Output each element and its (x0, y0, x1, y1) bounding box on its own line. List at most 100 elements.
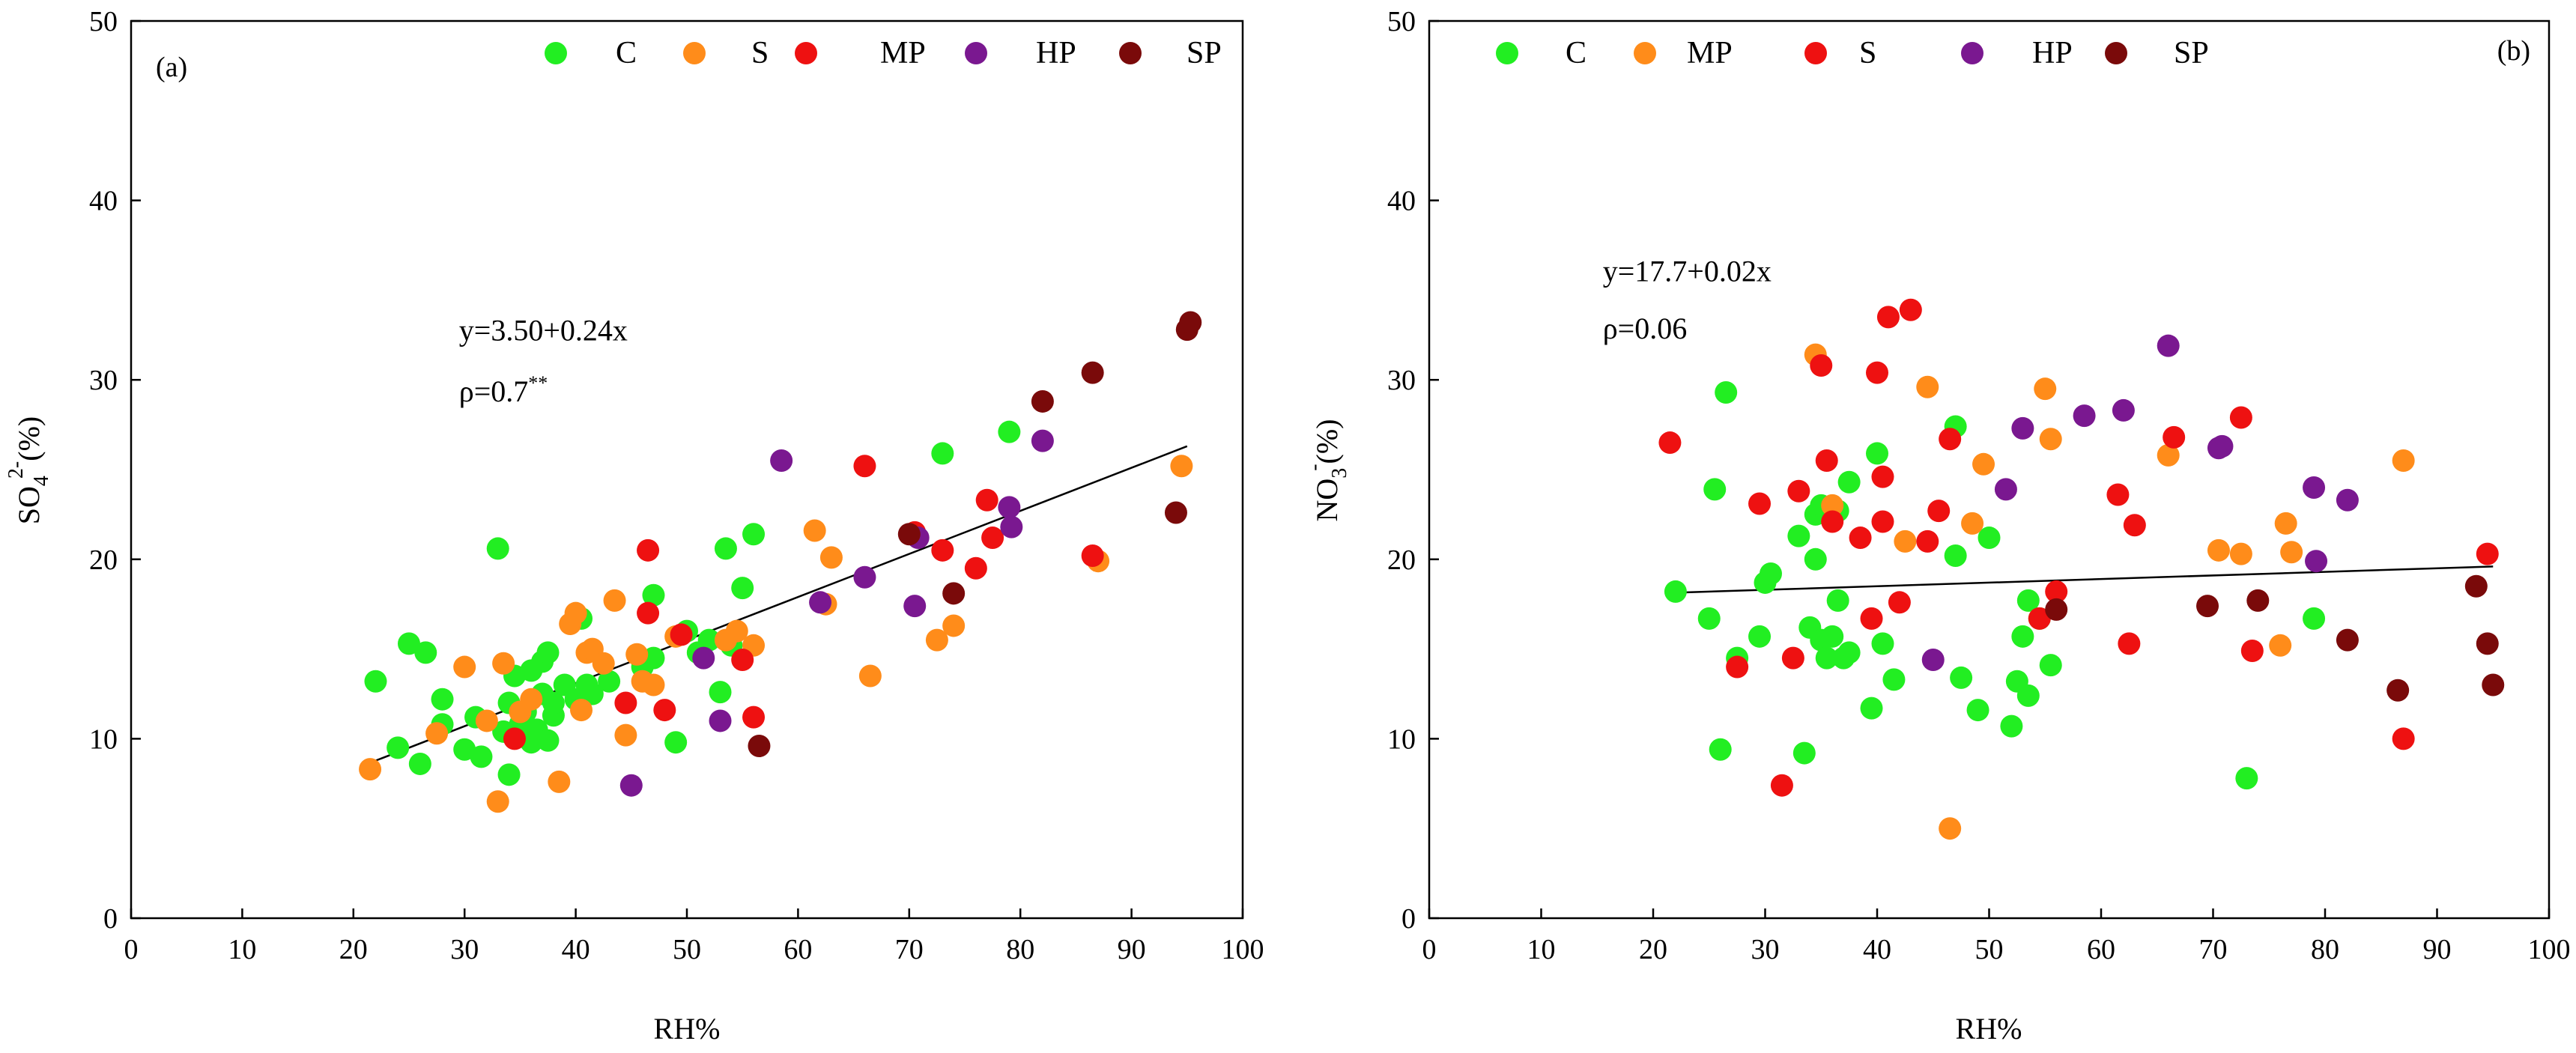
data-point-s (1972, 452, 1995, 476)
data-point-mp (1815, 449, 1838, 473)
data-point-s (570, 699, 593, 722)
y-axis-title-a-sup: 2- (4, 461, 28, 479)
data-point-sp (2336, 628, 2359, 652)
data-point-c (2016, 589, 2040, 612)
x-tick-label: 90 (1118, 934, 1146, 965)
data-point-mp (1866, 361, 1888, 384)
y-tick-label: 20 (89, 544, 118, 576)
data-point-mp (2123, 514, 2146, 537)
data-point-sp (2482, 673, 2505, 697)
data-point-c (470, 745, 493, 768)
data-point-hp (692, 646, 715, 670)
data-point-c (664, 731, 688, 754)
legend-label-sp: SP (1187, 36, 1222, 70)
data-point-s (453, 655, 476, 679)
data-point-hp (619, 774, 643, 797)
data-point-hp (1031, 429, 1054, 452)
data-point-c (1815, 646, 1838, 670)
data-point-c (731, 577, 754, 600)
data-point-sp (748, 734, 771, 757)
legend-marker-hp (1961, 42, 1983, 64)
data-point-s (942, 614, 966, 637)
data-point-c (1703, 478, 1727, 501)
data-point-c (1882, 668, 1906, 691)
x-tick-label: 40 (562, 934, 590, 965)
legend-marker-hp (965, 42, 987, 64)
legend-b: C MP S HP SP (1496, 36, 2209, 70)
x-tick-label: 50 (673, 934, 701, 965)
x-tick-label: 70 (895, 934, 924, 965)
panel-label-a: (a) (156, 52, 187, 83)
data-point-hp (770, 449, 793, 473)
data-point-mp (1871, 465, 1894, 488)
data-point-mp (2163, 425, 2186, 449)
data-point-hp (998, 496, 1021, 519)
data-point-c (364, 670, 387, 693)
data-point-mp (853, 455, 876, 478)
legend-marker-s (1804, 42, 1827, 64)
data-point-s (2229, 542, 2252, 565)
rho-value-b: ρ=0.06 (1603, 312, 1688, 345)
data-point-c (431, 688, 454, 711)
data-point-sp (897, 523, 921, 546)
y-axis-title-a-sub: 4 (30, 476, 53, 486)
data-point-c (697, 628, 721, 652)
data-point-sp (2246, 589, 2270, 612)
x-tick-label: 60 (2087, 934, 2115, 965)
y-axis-title-b: NO3-(%) (1303, 419, 1351, 521)
data-point-s (2269, 634, 2292, 657)
data-point-mp (1658, 431, 1682, 455)
data-point-c (1866, 442, 1888, 465)
equation-b: y=17.7+0.02x (1603, 254, 1772, 288)
x-axis-title-b: RH% (1956, 1012, 2022, 1046)
y-tick-label: 10 (1387, 723, 1416, 755)
data-point-sp (1031, 389, 1054, 413)
panel-b: 0 10 20 30 40 50 60 70 80 90 100 0 10 20 30 40 50 (b) C M… (1303, 6, 2571, 1046)
legend-label-c: C (616, 36, 637, 70)
annotation-b: y=17.7+0.02x ρ=0.06 (1603, 254, 1772, 345)
y-tick-label: 30 (1387, 365, 1416, 396)
x-tick-label: 30 (1751, 934, 1780, 965)
data-point-sp (2386, 679, 2410, 702)
data-point-hp (1921, 648, 1945, 671)
data-point-c (1759, 562, 1782, 585)
data-point-s (858, 664, 882, 688)
data-point-s (625, 643, 649, 666)
legend-marker-mp (795, 42, 817, 64)
data-point-s (2207, 538, 2230, 562)
data-point-hp (809, 591, 832, 614)
data-point-mp (2118, 632, 2141, 655)
data-point-mp (503, 727, 526, 750)
legend-label-hp: HP (2032, 36, 2073, 70)
data-point-s (614, 723, 637, 747)
data-point-s (492, 652, 515, 675)
x-tick-label: 80 (1006, 934, 1034, 965)
data-point-sp (2196, 595, 2219, 618)
data-point-hp (709, 709, 732, 732)
y-tick-label: 20 (1387, 544, 1416, 576)
regression-b (1675, 565, 2494, 594)
legend-marker-c (1496, 42, 1518, 64)
data-point-c (1748, 625, 1772, 648)
legend-marker-s (683, 42, 706, 64)
data-point-c (581, 682, 604, 705)
data-point-c (1821, 625, 1844, 648)
data-point-c (1715, 380, 1738, 404)
data-point-mp (1726, 655, 1749, 679)
data-point-c (408, 752, 431, 775)
data-point-mp (1821, 510, 1844, 533)
data-point-c (2235, 767, 2258, 790)
equation-a: y=3.50+0.24x (459, 313, 628, 347)
data-point-mp (2106, 483, 2130, 506)
data-point-hp (1000, 515, 1023, 538)
data-point-mp (1939, 428, 1962, 451)
data-point-hp (2112, 398, 2135, 422)
data-point-c (1860, 697, 1883, 720)
data-point-c (1978, 526, 2001, 550)
data-point-mp (931, 538, 954, 562)
data-point-mp (653, 699, 676, 722)
x-tick-label: 0 (124, 934, 139, 965)
y-tick-label: 0 (103, 903, 118, 935)
y-axis-title-b-unit: (%) (1310, 419, 1344, 464)
y-tick-label: 10 (89, 723, 118, 755)
